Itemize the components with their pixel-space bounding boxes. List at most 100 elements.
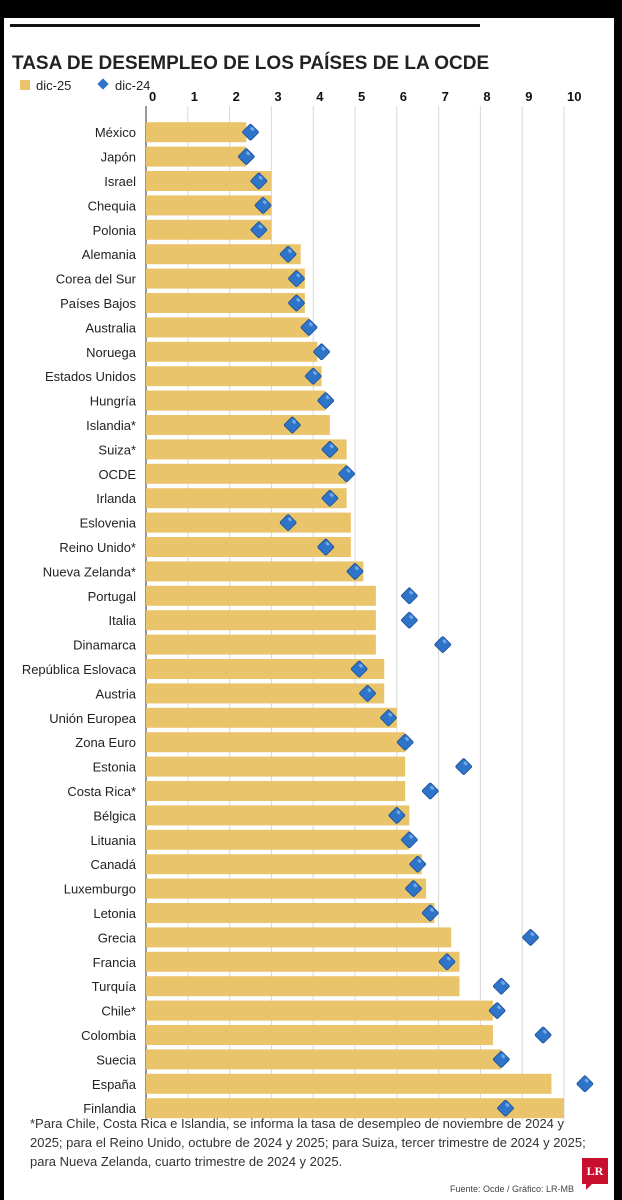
tick-label-2: 2 bbox=[233, 89, 240, 104]
diamond-highlight bbox=[258, 224, 263, 229]
bar-dic-25 bbox=[146, 293, 305, 313]
category-label: Estonia bbox=[93, 760, 137, 775]
diamond-dic-24 bbox=[434, 636, 452, 653]
bar-dic-25 bbox=[146, 366, 322, 387]
tick-label-10: 10 bbox=[567, 89, 581, 104]
diamond-highlight bbox=[250, 126, 255, 132]
category-label: Corea del Sur bbox=[56, 272, 137, 287]
category-label: Suiza* bbox=[98, 442, 136, 457]
bar-dic-25 bbox=[146, 488, 347, 509]
bar-dic-25 bbox=[146, 829, 410, 850]
diamond-dic-24 bbox=[317, 538, 335, 556]
category-label: Luxemburgo bbox=[64, 882, 136, 897]
category-label: Zona Euro bbox=[75, 735, 136, 750]
category-label: Japón bbox=[101, 150, 136, 165]
category-label: México bbox=[95, 125, 136, 140]
tick-label-7: 7 bbox=[442, 89, 449, 104]
category-label: Alemania bbox=[82, 247, 137, 262]
diamond-dic-24 bbox=[279, 245, 297, 263]
diamond-highlight bbox=[501, 980, 506, 986]
diamond-dic-24 bbox=[388, 807, 406, 824]
diamond-highlight bbox=[308, 322, 313, 327]
diamond-highlight bbox=[429, 907, 435, 912]
diamond-highlight bbox=[413, 883, 418, 888]
diamond-dic-24 bbox=[250, 172, 268, 190]
category-label: Portugal bbox=[88, 589, 137, 604]
bar-dic-25 bbox=[146, 976, 460, 997]
category-label: OCDE bbox=[98, 467, 136, 482]
diamond-dic-24 bbox=[321, 441, 339, 458]
diamond-dic-24 bbox=[350, 660, 368, 678]
bar-dic-25 bbox=[146, 805, 410, 826]
diamond-dic-24 bbox=[534, 1026, 552, 1044]
diamond-highlight bbox=[292, 419, 297, 424]
diamond-dic-24 bbox=[304, 367, 322, 385]
tick-label-9: 9 bbox=[525, 89, 532, 104]
category-label: Países Bajos bbox=[60, 296, 136, 311]
tick-label-0: 0 bbox=[149, 89, 156, 104]
diamond-highlight bbox=[287, 517, 292, 522]
diamond-highlight bbox=[417, 858, 422, 864]
category-label: Hungría bbox=[90, 394, 137, 409]
diamond-highlight bbox=[409, 834, 414, 839]
category-label: Eslovenia bbox=[80, 516, 137, 531]
bar-dic-25 bbox=[146, 878, 427, 899]
diamond-dic-24 bbox=[405, 880, 422, 897]
bar-dic-25 bbox=[146, 634, 376, 655]
bar-dic-25 bbox=[146, 927, 452, 948]
bar-dic-25 bbox=[146, 1073, 552, 1094]
bar-dic-25 bbox=[146, 171, 272, 191]
diamond-highlight bbox=[296, 297, 301, 302]
bar-dic-25 bbox=[146, 463, 347, 484]
bar-dic-25 bbox=[146, 781, 406, 801]
source-credit: Fuente: Ocde / Gráfico: LR-MB bbox=[449, 1184, 574, 1194]
diamond-highlight bbox=[446, 956, 451, 961]
bar-dic-25 bbox=[146, 219, 272, 240]
bar-dic-25 bbox=[146, 707, 397, 728]
bar-dic-25 bbox=[146, 732, 406, 753]
diamond-highlight bbox=[258, 175, 263, 180]
diamond-dic-24 bbox=[254, 197, 272, 214]
category-label: Unión Europea bbox=[49, 711, 136, 726]
bar-dic-25 bbox=[146, 683, 385, 704]
diamond-dic-24 bbox=[300, 319, 318, 336]
diamond-highlight bbox=[505, 1102, 510, 1108]
diamond-dic-24 bbox=[288, 294, 305, 312]
diamond-dic-24 bbox=[401, 587, 418, 605]
diamond-dic-24 bbox=[238, 148, 255, 165]
diamond-highlight bbox=[321, 346, 326, 351]
category-label: Islandia* bbox=[86, 418, 136, 433]
category-label: Reino Unido* bbox=[59, 540, 136, 555]
diamond-highlight bbox=[287, 248, 292, 254]
diamond-highlight bbox=[325, 541, 330, 546]
bar-dic-25 bbox=[146, 268, 305, 289]
diamond-highlight bbox=[542, 1029, 547, 1034]
bar-dic-25 bbox=[146, 610, 376, 631]
diamond-dic-24 bbox=[396, 733, 414, 751]
footnote: *Para Chile, Costa Rica e Islandia, se i… bbox=[30, 1116, 586, 1169]
category-label: Francia bbox=[93, 955, 137, 970]
diamond-highlight bbox=[262, 200, 267, 205]
category-label: Polonia bbox=[93, 223, 137, 238]
diamond-highlight bbox=[404, 736, 409, 742]
bar-dic-25 bbox=[146, 341, 318, 362]
diamond-highlight bbox=[388, 712, 393, 717]
diamond-highlight bbox=[496, 1005, 501, 1010]
category-label: Colombia bbox=[81, 1028, 137, 1043]
bar-dic-25 bbox=[146, 512, 351, 533]
category-label: Grecia bbox=[98, 930, 137, 945]
diamond-dic-24 bbox=[321, 489, 339, 507]
diamond-dic-24 bbox=[522, 929, 539, 946]
tick-label-5: 5 bbox=[358, 89, 365, 104]
diamond-dic-24 bbox=[493, 977, 510, 995]
tick-label-1: 1 bbox=[191, 89, 198, 104]
diamond-highlight bbox=[325, 395, 330, 400]
bar-dic-25 bbox=[146, 122, 247, 143]
top-rule bbox=[10, 24, 480, 27]
legend-label-dic-24: dic-24 bbox=[115, 78, 150, 93]
category-label: Canadá bbox=[90, 857, 136, 872]
legend: dic-25 dic-24 bbox=[20, 78, 150, 93]
category-label: Dinamarca bbox=[73, 638, 137, 653]
tick-label-3: 3 bbox=[274, 89, 281, 104]
category-label: Chequia bbox=[88, 198, 137, 213]
